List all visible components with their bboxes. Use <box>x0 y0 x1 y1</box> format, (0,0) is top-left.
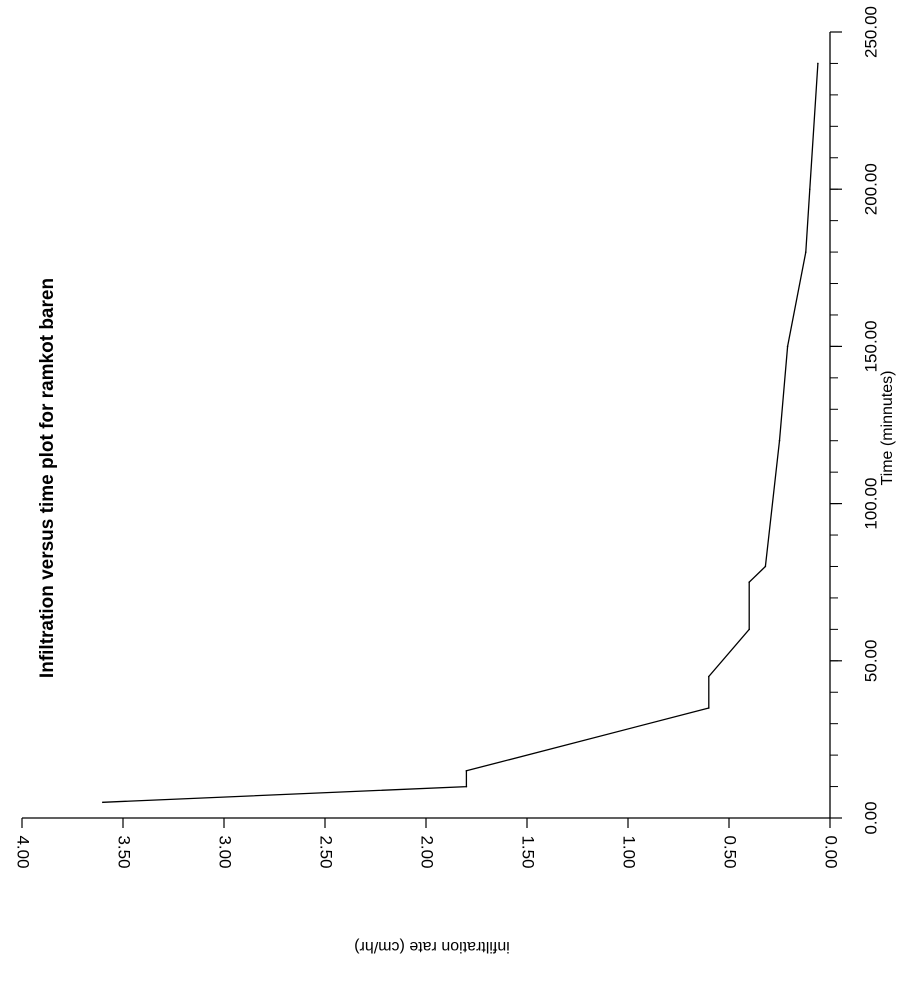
data-point <box>778 439 781 442</box>
y-tick-label: 0.50 <box>721 835 740 868</box>
x-tick-label: 100.00 <box>861 478 880 530</box>
y-tick-label: 4.00 <box>14 835 33 868</box>
data-point <box>465 770 468 772</box>
x-tick-label: 150.00 <box>861 320 880 372</box>
data-point <box>786 345 789 348</box>
y-axis-title: infiltration rate (cm/hr) <box>354 938 510 955</box>
y-tick-label: 3.50 <box>115 835 134 868</box>
series-line-0 <box>102 63 819 803</box>
data-point <box>804 251 807 253</box>
x-axis-title: Time (minnutes) <box>879 371 896 486</box>
y-tick-label: 3.00 <box>216 835 235 868</box>
data-point <box>748 628 750 631</box>
data-point <box>708 707 710 709</box>
data-point <box>748 581 750 583</box>
y-tick-label: 2.00 <box>418 835 437 868</box>
data-point <box>817 62 819 65</box>
x-tick-label: 200.00 <box>861 163 880 215</box>
y-tick-label: 0.00 <box>822 835 841 868</box>
data-point <box>809 188 811 190</box>
y-tick-label: 2.50 <box>317 835 336 868</box>
x-tick-label: 0.00 <box>861 801 880 834</box>
x-tick-label: 50.00 <box>861 640 880 683</box>
y-tick-label: 1.00 <box>620 835 639 868</box>
y-tick-label: 1.50 <box>519 835 538 868</box>
data-point <box>708 675 710 678</box>
data-point <box>764 565 767 568</box>
chart-title: Infiltration versus time plot for ramkot… <box>37 278 58 678</box>
data-point <box>102 801 104 804</box>
x-tick-label: 250.00 <box>861 6 880 58</box>
data-point <box>465 785 468 788</box>
